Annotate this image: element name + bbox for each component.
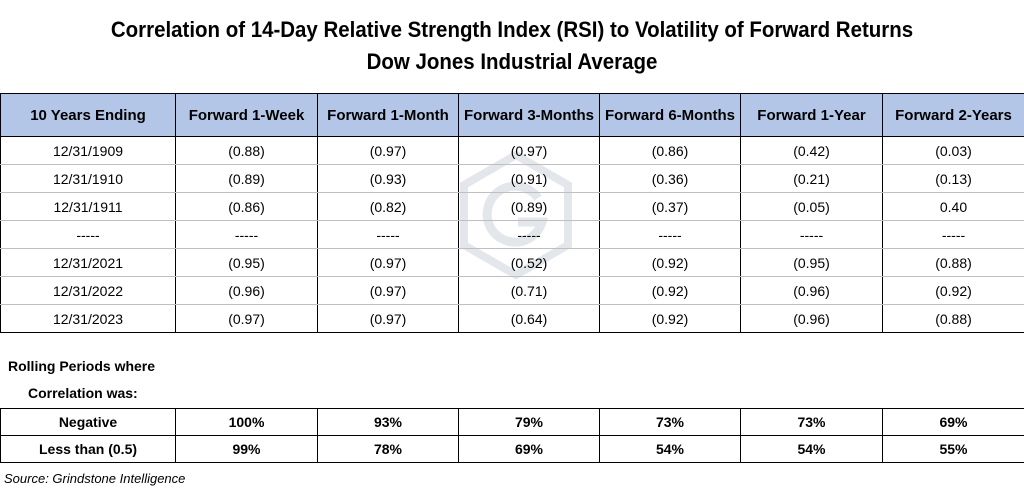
correlation-cell: 0.40	[882, 192, 1024, 221]
summary-row: Less than (0.5) 99% 78% 69% 54% 54% 55%	[0, 435, 1024, 463]
correlation-cell: (0.13)	[882, 164, 1024, 193]
correlation-cell: (0.97)	[458, 136, 600, 165]
correlation-cell: (0.93)	[317, 164, 459, 193]
correlation-cell: (0.95)	[740, 248, 883, 277]
title-line-2: Dow Jones Industrial Average	[366, 49, 658, 74]
correlation-cell: -----	[458, 220, 600, 249]
correlation-cell: (0.86)	[599, 136, 741, 165]
correlation-cell: (0.03)	[882, 136, 1024, 165]
period-cell: 12/31/2022	[0, 276, 176, 305]
table-row: 12/31/2022 (0.96) (0.97) (0.71) (0.92) (0.96)…	[0, 276, 1024, 305]
period-cell: 12/31/2021	[0, 248, 176, 277]
correlation-cell: (0.64)	[458, 304, 600, 333]
correlation-cell: (0.97)	[175, 304, 318, 333]
correlation-cell: (0.92)	[599, 248, 741, 277]
correlation-cell: (0.37)	[599, 192, 741, 221]
title-line-1: Correlation of 14-Day Relative Strength …	[110, 17, 914, 42]
summary-value-cell: 99%	[175, 435, 318, 463]
correlation-cell: (0.42)	[740, 136, 883, 165]
summary-row: Negative 100% 93% 79% 73% 73% 69%	[0, 408, 1024, 436]
summary-value-cell: 93%	[317, 408, 459, 436]
summary-value-cell: 54%	[740, 435, 883, 463]
summary-value-cell: 73%	[599, 408, 741, 436]
column-header: 10 Years Ending	[0, 93, 176, 137]
summary-label-cell: Negative	[0, 408, 176, 436]
summary-value-cell: 78%	[317, 435, 459, 463]
table-row: 12/31/2021 (0.95) (0.97) (0.52) (0.92) (0.95)…	[0, 248, 1024, 277]
correlation-cell: (0.95)	[175, 248, 318, 277]
table-row: ----- ----- ----- ----- ----- ----- -----	[0, 220, 1024, 249]
summary-label-cell: Less than (0.5)	[0, 435, 176, 463]
correlation-cell: (0.89)	[458, 192, 600, 221]
table-row: 12/31/1911 (0.86) (0.82) (0.89) (0.37) (0.05)…	[0, 192, 1024, 221]
period-cell: 12/31/1910	[0, 164, 176, 193]
correlation-cell: (0.97)	[317, 276, 459, 305]
column-header: Forward 6-Months	[599, 93, 741, 137]
correlation-cell: (0.52)	[458, 248, 600, 277]
summary-value-cell: 73%	[740, 408, 883, 436]
column-header: Forward 3-Months	[458, 93, 600, 137]
correlation-table: 10 Years Ending Forward 1-Week Forward 1-M…	[0, 93, 1024, 333]
correlation-cell: (0.92)	[882, 276, 1024, 305]
correlation-cell: (0.97)	[317, 136, 459, 165]
correlation-cell: (0.36)	[599, 164, 741, 193]
period-cell: 12/31/1911	[0, 192, 176, 221]
summary-value-cell: 79%	[458, 408, 600, 436]
correlation-cell: -----	[317, 220, 459, 249]
correlation-cell: (0.88)	[882, 248, 1024, 277]
correlation-cell: (0.92)	[599, 276, 741, 305]
correlation-cell: (0.71)	[458, 276, 600, 305]
summary-value-cell: 54%	[599, 435, 741, 463]
correlation-cell: (0.91)	[458, 164, 600, 193]
chart-title: Correlation of 14-Day Relative Strength …	[0, 14, 1024, 78]
table-row: 12/31/1910 (0.89) (0.93) (0.91) (0.36) (0.21)…	[0, 164, 1024, 193]
correlation-cell: (0.96)	[740, 304, 883, 333]
correlation-cell: (0.89)	[175, 164, 318, 193]
summary-value-cell: 69%	[458, 435, 600, 463]
column-header: Forward 2-Years	[882, 93, 1024, 137]
correlation-cell: (0.97)	[317, 304, 459, 333]
table-header-row: 10 Years Ending Forward 1-Week Forward 1-M…	[0, 93, 1024, 137]
correlation-cell: -----	[882, 220, 1024, 249]
correlation-cell: (0.97)	[317, 248, 459, 277]
period-cell: 12/31/1909	[0, 136, 176, 165]
summary-value-cell: 55%	[882, 435, 1024, 463]
summary-value-cell: 100%	[175, 408, 318, 436]
correlation-cell: (0.21)	[740, 164, 883, 193]
correlation-cell: -----	[175, 220, 318, 249]
correlation-cell: (0.82)	[317, 192, 459, 221]
correlation-cell: -----	[740, 220, 883, 249]
table-row: 12/31/2023 (0.97) (0.97) (0.64) (0.92) (0.96)…	[0, 304, 1024, 333]
correlation-cell: (0.88)	[175, 136, 318, 165]
correlation-cell: (0.88)	[882, 304, 1024, 333]
summary-value-cell: 69%	[882, 408, 1024, 436]
period-cell: -----	[0, 220, 176, 249]
column-header: Forward 1-Year	[740, 93, 883, 137]
column-header: Forward 1-Week	[175, 93, 318, 137]
summary-table: Negative 100% 93% 79% 73% 73% 69% Less than (0.…	[0, 408, 1024, 463]
correlation-cell: (0.96)	[175, 276, 318, 305]
correlation-cell: -----	[599, 220, 741, 249]
rolling-label-line-1: Rolling Periods where	[8, 358, 156, 374]
correlation-cell: (0.86)	[175, 192, 318, 221]
correlation-cell: (0.05)	[740, 192, 883, 221]
rolling-label-line-2: Correlation was:	[28, 385, 138, 401]
correlation-cell: (0.96)	[740, 276, 883, 305]
column-header: Forward 1-Month	[317, 93, 459, 137]
table-row: 12/31/1909 (0.88) (0.97) (0.97) (0.86) (0.42)…	[0, 136, 1024, 165]
period-cell: 12/31/2023	[0, 304, 176, 333]
source-note: Source: Grindstone Intelligence	[4, 471, 186, 486]
correlation-cell: (0.92)	[599, 304, 741, 333]
